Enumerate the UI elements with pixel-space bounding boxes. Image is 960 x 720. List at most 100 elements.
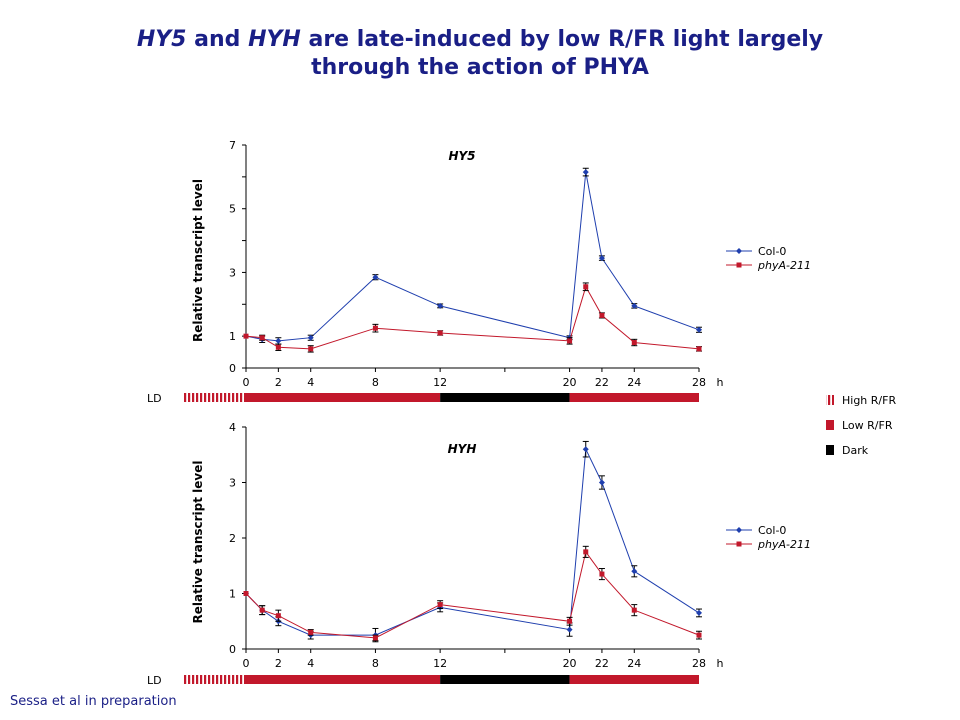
legend-label: Col-0 (758, 245, 786, 258)
x-tick-label: 20 (563, 376, 577, 389)
panel-title: HY5 (448, 149, 475, 163)
series-line (245, 285, 700, 350)
data-point (583, 284, 589, 290)
data-point (307, 334, 314, 341)
credit-text: Sessa et al in preparation (10, 694, 177, 709)
light-segment (183, 393, 246, 402)
data-point (696, 346, 702, 352)
y-tick-label: 1 (229, 588, 236, 601)
black-square-icon (826, 445, 834, 455)
data-point (437, 602, 443, 608)
legend-label: Col-0 (758, 524, 786, 537)
light-regime-bar: LD (147, 674, 699, 687)
y-tick-label: 0 (229, 643, 236, 656)
light-segment (440, 675, 570, 684)
data-point (582, 169, 589, 176)
series-col-0 (243, 167, 702, 345)
data-point (631, 568, 638, 575)
y-tick-label: 3 (229, 477, 236, 490)
x-tick-label: 8 (372, 657, 379, 670)
title-line-1: HY5 and HYH are late-induced by low R/FR… (0, 26, 960, 54)
data-point (275, 337, 282, 344)
page-title: HY5 and HYH are late-induced by low R/FR… (0, 26, 960, 82)
light-segment (183, 675, 246, 684)
y-tick-label: 5 (229, 203, 236, 216)
x-tick-label: 28 (692, 657, 706, 670)
x-tick-label: 2 (275, 376, 282, 389)
data-point (631, 607, 637, 613)
legend-marker (736, 527, 742, 533)
title-rest: are late-induced by low R/FR light large… (300, 27, 824, 52)
x-tick-label: 12 (433, 376, 447, 389)
title-gene-hy5: HY5 (136, 27, 187, 52)
x-tick-label: 12 (433, 657, 447, 670)
data-point (696, 326, 702, 333)
x-tick-label: 28 (692, 376, 706, 389)
y-tick-label: 7 (229, 139, 236, 152)
data-point (259, 335, 265, 341)
legend-marker (736, 248, 742, 254)
series-phya-211 (243, 545, 702, 642)
y-tick-label: 0 (229, 362, 236, 375)
light-segment (246, 675, 441, 684)
y-tick-label: 3 (229, 266, 236, 279)
data-point (275, 344, 281, 350)
series-line (245, 172, 700, 342)
series-line (245, 550, 700, 639)
light-segment (569, 675, 699, 684)
light-regime-bar: LD (147, 392, 699, 405)
series-phya-211 (243, 282, 702, 353)
data-point (567, 338, 573, 344)
data-point (599, 312, 605, 318)
light-legend-label: Dark (842, 444, 869, 457)
x-unit-label: h (717, 657, 724, 670)
data-point (243, 591, 249, 596)
data-point (259, 607, 265, 613)
panel-title: HYH (448, 442, 477, 456)
x-tick-label: 24 (627, 657, 641, 670)
striped-square-icon (826, 395, 834, 405)
data-point (566, 626, 573, 633)
title-and: and (186, 27, 249, 52)
data-point (598, 479, 605, 486)
y-tick-label: 1 (229, 330, 236, 343)
data-point (372, 274, 379, 281)
light-segment (440, 393, 570, 402)
title-line-2: through the action of PHYA (311, 55, 649, 80)
x-unit-label: h (717, 376, 724, 389)
x-tick-label: 8 (372, 376, 379, 389)
red-square-icon (826, 420, 834, 430)
data-point (696, 609, 702, 616)
legend-label: phyA-211 (757, 538, 811, 551)
ld-label: LD (147, 392, 162, 405)
data-point (631, 340, 637, 346)
title-gene-hyh: HYH (248, 27, 301, 52)
data-point (308, 346, 314, 352)
data-point (275, 613, 281, 619)
x-tick-label: 0 (243, 657, 250, 670)
data-point (631, 302, 638, 309)
y-tick-label: 4 (229, 421, 236, 434)
x-tick-label: 22 (595, 376, 609, 389)
data-point (372, 325, 378, 331)
legend-marker (736, 541, 742, 547)
data-point (598, 255, 605, 262)
x-tick-label: 20 (563, 657, 577, 670)
light-segment (246, 393, 441, 402)
data-point (582, 446, 589, 453)
data-point (696, 632, 702, 638)
data-point (567, 618, 573, 624)
data-point (243, 333, 249, 339)
light-legend-label: High R/FR (842, 394, 896, 407)
data-point (437, 330, 443, 336)
ld-label: LD (147, 674, 162, 687)
y-tick-label: 2 (229, 532, 236, 545)
legend-label: phyA-211 (757, 259, 811, 272)
x-tick-label: 22 (595, 657, 609, 670)
x-tick-label: 4 (307, 657, 314, 670)
